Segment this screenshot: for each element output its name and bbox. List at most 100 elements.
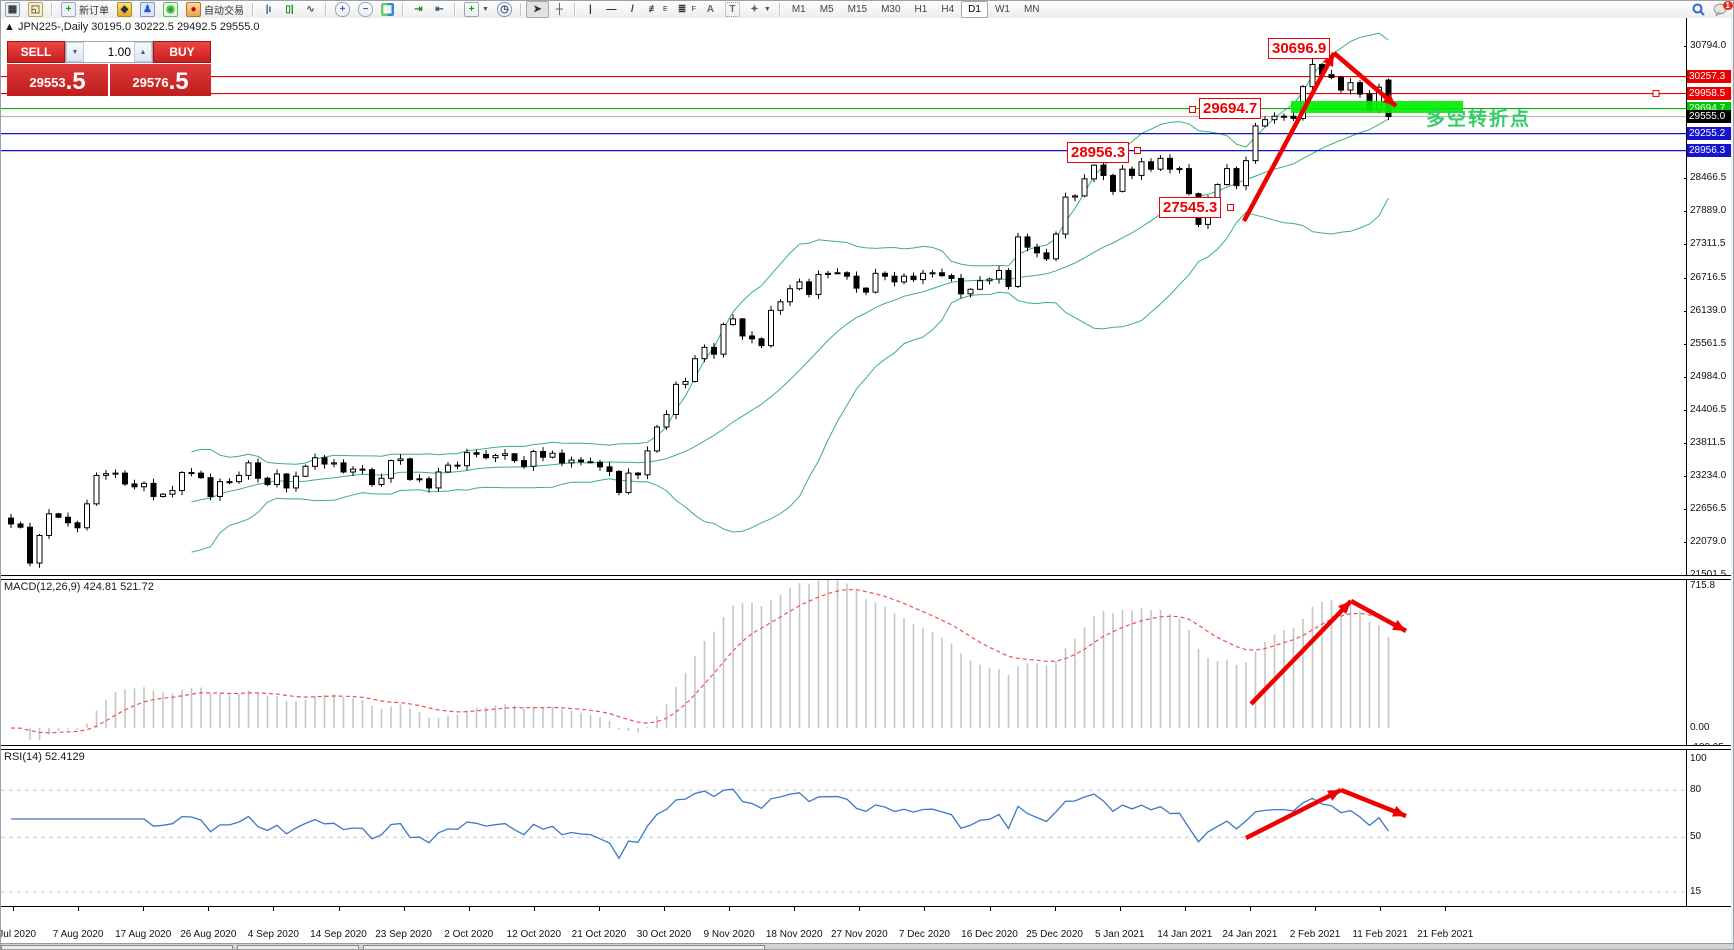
rsi-pane[interactable]: RSI(14) 52.4129 xyxy=(1,748,1686,906)
line-chart-icon: ∿ xyxy=(306,4,315,15)
shapes-tool[interactable]: ✦ ▼ xyxy=(744,2,775,17)
macd-pane[interactable]: MACD(12,26,9) 424.81 521.72 xyxy=(1,578,1686,748)
price-axis[interactable]: 30794.0 28466.5 27889.0 27311.5 26716.5 26139… xyxy=(1684,18,1733,943)
paint-bucket-icon: ◆ xyxy=(117,2,132,17)
buy-button[interactable]: BUY xyxy=(153,41,211,63)
zoom-out-button[interactable]: − xyxy=(354,2,377,17)
indicators-button[interactable]: + ▼ xyxy=(460,2,493,17)
annotation-low-price[interactable]: 27545.3 xyxy=(1159,197,1222,218)
text-tool[interactable]: A xyxy=(700,2,721,17)
crosshair-icon: ┼ xyxy=(555,4,563,15)
chart-shift-button[interactable]: ⇤ xyxy=(429,2,450,17)
text-icon: A xyxy=(706,4,714,15)
main-toolbar: ▦ ◱ + 新订单 ◆ ♟ ◉ ● 自动交易 |ı ▯| ∿ + − ▦ ⇥ ⇤ +… xyxy=(1,1,1733,19)
timeframe-mn[interactable]: MN xyxy=(1023,4,1040,15)
chart-style-button[interactable]: ◆ xyxy=(113,2,136,17)
window-edge xyxy=(1731,18,1733,943)
timeframe-w1[interactable]: W1 xyxy=(994,4,1010,15)
channel-tool[interactable]: ≢ E xyxy=(648,4,668,15)
trend-arrow xyxy=(1249,599,1353,706)
zoom-out-icon: − xyxy=(358,2,373,17)
bb-upper xyxy=(191,32,1389,465)
date-label: 30 Oct 2020 xyxy=(636,929,692,940)
trend-arrowhead xyxy=(1382,93,1396,106)
timeframe-bar: M1 M5 M15 M30 H1 H4 D1 W1 MN xyxy=(785,1,1047,18)
time-axis[interactable]: 9 Jul 2020 7 Aug 2020 17 Aug 2020 26 Aug 20… xyxy=(1,906,1733,944)
vline-icon: | xyxy=(589,4,592,15)
trend-arrow xyxy=(1244,787,1343,841)
signals-button[interactable]: ◉ xyxy=(159,2,182,17)
search-button[interactable] xyxy=(1688,2,1709,17)
tile-windows-icon: ▦ xyxy=(381,3,394,16)
trend-arrow xyxy=(1332,51,1398,108)
chart-tab[interactable] xyxy=(363,945,765,949)
chart-tab[interactable] xyxy=(237,945,359,949)
date-label: 21 Feb 2021 xyxy=(1417,929,1474,940)
sell-price-display[interactable]: 29553.5 xyxy=(7,64,108,96)
date-label: 23 Sep 2020 xyxy=(375,929,432,940)
tile-windows-button[interactable]: ▦ xyxy=(377,2,398,17)
signal-icon: ◉ xyxy=(163,2,178,17)
bar-chart-icon: |ı xyxy=(265,4,272,15)
rsi-label: RSI(14) 52.4129 xyxy=(4,751,85,763)
timeframe-m15[interactable]: M15 xyxy=(847,4,868,15)
date-label: 14 Sep 2020 xyxy=(310,929,367,940)
timeframe-m1[interactable]: M1 xyxy=(791,4,806,15)
data-window-button[interactable]: ◱ xyxy=(24,2,47,17)
sell-button[interactable]: SELL xyxy=(7,41,65,63)
sell-price-frac: .5 xyxy=(65,68,86,95)
annotation-turning-point-text[interactable]: 多空转折点 xyxy=(1426,109,1532,130)
candlestick-icon: ▯| xyxy=(285,4,294,15)
timeframe-m5[interactable]: M5 xyxy=(819,4,834,15)
price-badge-29255.2: 29255.2 xyxy=(1687,126,1733,140)
vline-tool[interactable]: | xyxy=(580,2,601,17)
trend-arrowhead xyxy=(1322,53,1334,67)
date-label: 9 Nov 2020 xyxy=(703,929,755,940)
date-label: 11 Feb 2021 xyxy=(1352,929,1408,940)
price-badge-28956.3: 28956.3 xyxy=(1687,143,1733,157)
auto-scroll-icon: ⇥ xyxy=(414,4,423,15)
zoom-in-button[interactable]: + xyxy=(331,2,354,17)
timeframe-d1[interactable]: D1 xyxy=(961,1,988,18)
date-label: 4 Sep 2020 xyxy=(247,929,299,940)
volume-value[interactable]: 1.00 xyxy=(107,45,131,59)
timeframe-h1[interactable]: H1 xyxy=(914,4,928,15)
market-watch-button[interactable]: ▦ xyxy=(1,2,24,17)
search-icon xyxy=(1692,3,1705,16)
periods-button[interactable]: ◷ xyxy=(493,2,516,17)
buy-price-main: 29576 xyxy=(132,75,169,90)
candle-chart-button[interactable]: ▯| xyxy=(279,2,300,17)
main-chart[interactable]: ▲ JPN225-,Daily 30195.0 30222.5 29492.5 … xyxy=(1,18,1686,575)
notification-badge: 1 xyxy=(1722,1,1733,10)
volume-stepper: ▼ 1.00 ▲ xyxy=(65,41,153,63)
profiles-button[interactable]: ♟ xyxy=(136,2,159,17)
hline-tool[interactable]: — xyxy=(601,2,622,17)
cursor-tool[interactable]: ➤ xyxy=(525,1,549,18)
timeframe-h4[interactable]: H4 xyxy=(941,4,955,15)
timeframe-m30[interactable]: M30 xyxy=(881,4,901,15)
new-order-button[interactable]: + 新订单 xyxy=(57,2,113,17)
date-label: 18 Nov 2020 xyxy=(765,929,823,940)
date-label: 16 Dec 2020 xyxy=(961,929,1018,940)
crosshair-tool[interactable]: ┼ xyxy=(549,2,570,17)
trend-arrowhead xyxy=(1392,805,1406,817)
date-label: 2 Oct 2020 xyxy=(444,929,494,940)
auto-scroll-button[interactable]: ⇥ xyxy=(408,2,429,17)
fibonacci-tool[interactable]: ≣ F xyxy=(672,2,700,17)
chart-tab[interactable] xyxy=(1,945,233,949)
annotation-level-price[interactable]: 29694.7 xyxy=(1199,98,1262,119)
bar-chart-button[interactable]: |ı xyxy=(258,2,279,17)
annotation-peak-price[interactable]: 30696.9 xyxy=(1268,38,1331,59)
trendline-icon: / xyxy=(631,4,634,15)
volume-increase-button[interactable]: ▲ xyxy=(134,42,152,62)
trendline-tool[interactable]: / xyxy=(622,2,643,17)
volume-decrease-button[interactable]: ▼ xyxy=(66,42,84,62)
line-chart-button[interactable]: ∿ xyxy=(300,2,321,17)
annotation-support-price[interactable]: 28956.3 xyxy=(1067,142,1130,163)
text-label-tool[interactable]: T xyxy=(721,2,744,17)
notifications-button[interactable]: 1 xyxy=(1709,1,1733,17)
buy-price-display[interactable]: 29576.5 xyxy=(110,64,211,96)
trend-arrowhead xyxy=(1337,601,1351,615)
autotrade-label: 自动交易 xyxy=(204,6,244,17)
autotrade-button[interactable]: ● 自动交易 xyxy=(182,2,248,17)
